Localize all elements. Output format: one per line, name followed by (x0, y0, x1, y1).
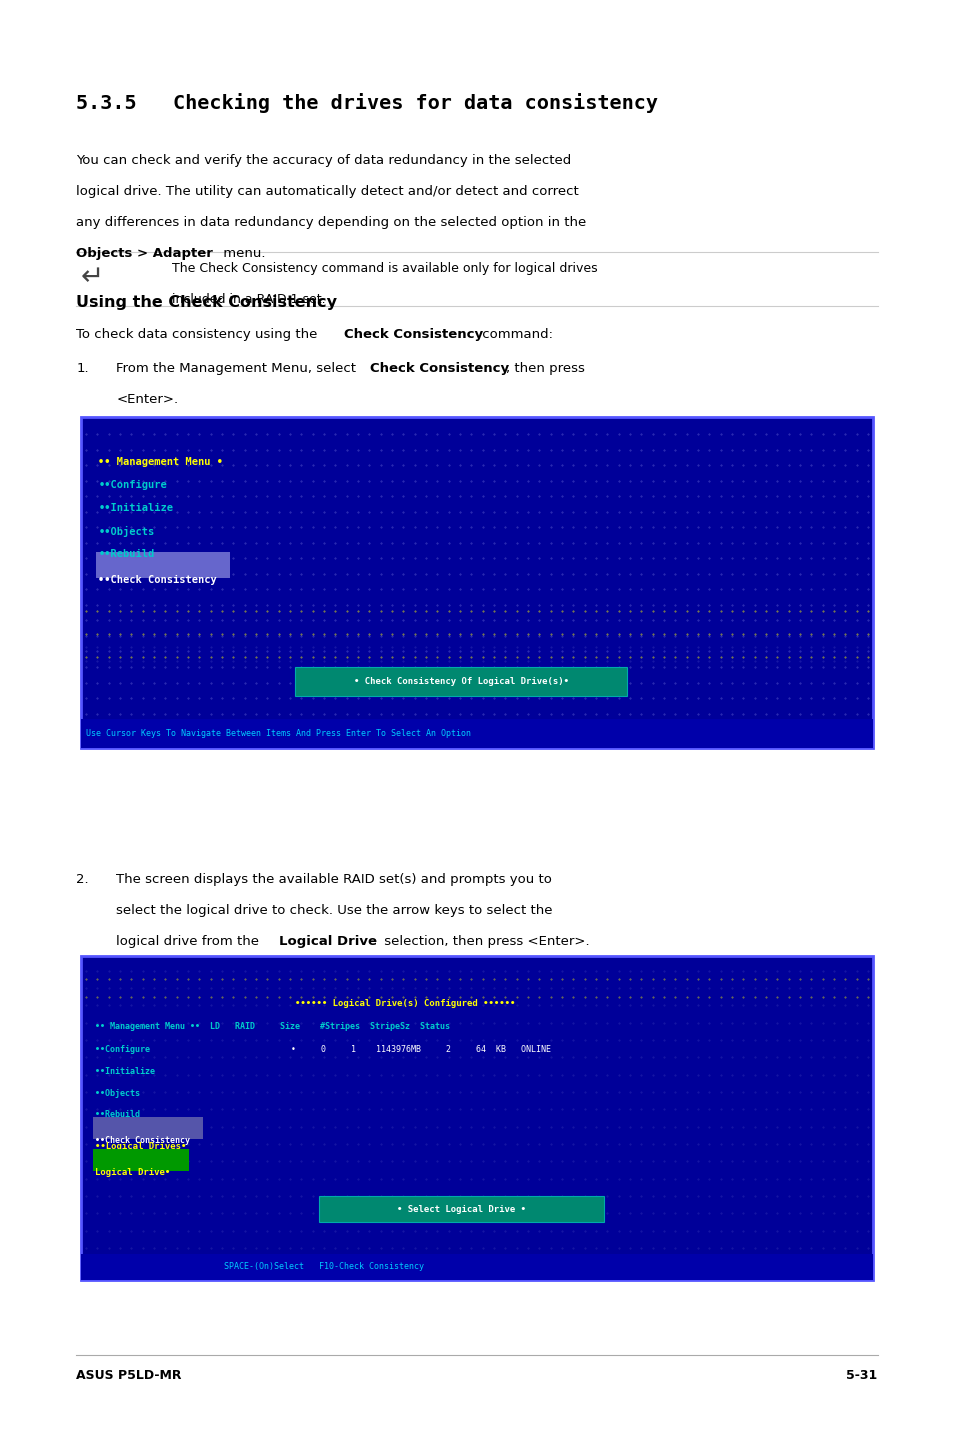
Text: menu.: menu. (219, 246, 266, 260)
Text: Check Consistency: Check Consistency (344, 328, 483, 341)
Text: 2.: 2. (76, 873, 89, 886)
Text: Check Consistency: Check Consistency (370, 362, 509, 375)
FancyBboxPatch shape (81, 719, 872, 748)
Text: command:: command: (477, 328, 553, 341)
Text: •• Management Menu ••  LD   RAID     Size    #Stripes  StripeSz  Status: •• Management Menu •• LD RAID Size #Stri… (95, 1022, 450, 1031)
Text: Logical Drive: Logical Drive (278, 935, 376, 948)
FancyBboxPatch shape (318, 1196, 603, 1222)
Text: select the logical drive to check. Use the arrow keys to select the: select the logical drive to check. Use t… (116, 905, 553, 917)
FancyBboxPatch shape (294, 667, 627, 696)
Text: • Check Consistency Of Logical Drive(s)•: • Check Consistency Of Logical Drive(s)• (354, 677, 568, 686)
Text: You can check and verify the accuracy of data redundancy in the selected: You can check and verify the accuracy of… (76, 154, 571, 167)
Text: ASUS P5LD-MR: ASUS P5LD-MR (76, 1369, 182, 1382)
FancyBboxPatch shape (93, 1149, 189, 1171)
Text: ••Objects: ••Objects (95, 1089, 140, 1097)
Text: , then press: , then press (505, 362, 584, 375)
Text: •••••• Logical Drive(s) Configured ••••••: •••••• Logical Drive(s) Configured •••••… (294, 999, 515, 1008)
Text: •• Management Menu •: •• Management Menu • (98, 457, 223, 467)
Text: ••Rebuild: ••Rebuild (98, 549, 154, 559)
Text: 5.3.5   Checking the drives for data consistency: 5.3.5 Checking the drives for data consi… (76, 93, 658, 114)
Text: Using the Check Consistency: Using the Check Consistency (76, 295, 337, 309)
FancyBboxPatch shape (93, 1117, 203, 1139)
Text: ••Rebuild: ••Rebuild (95, 1110, 140, 1119)
Text: 5-31: 5-31 (845, 1369, 877, 1382)
Text: SPACE-(On)Select   F10-Check Consistency: SPACE-(On)Select F10-Check Consistency (223, 1263, 423, 1271)
Text: From the Management Menu, select: From the Management Menu, select (116, 362, 360, 375)
Text: ••Configure: ••Configure (98, 480, 167, 490)
Text: logical drive. The utility can automatically detect and/or detect and correct: logical drive. The utility can automatic… (76, 184, 578, 198)
Text: ••Initialize: ••Initialize (98, 503, 173, 513)
Text: <Enter>.: <Enter>. (116, 393, 178, 407)
Text: ••Check Consistency: ••Check Consistency (98, 575, 216, 585)
Text: The Check Consistency command is available only for logical drives: The Check Consistency command is availab… (172, 262, 597, 275)
Text: any differences in data redundancy depending on the selected option in the: any differences in data redundancy depen… (76, 216, 586, 229)
Text: Objects > Adapter: Objects > Adapter (76, 246, 213, 260)
Text: • Select Logical Drive •: • Select Logical Drive • (396, 1205, 525, 1214)
FancyBboxPatch shape (81, 1254, 872, 1280)
Text: selection, then press <Enter>.: selection, then press <Enter>. (379, 935, 589, 948)
Text: Use Cursor Keys To Navigate Between Items And Press Enter To Select An Option: Use Cursor Keys To Navigate Between Item… (86, 729, 471, 738)
Text: ••Check Consistency: ••Check Consistency (95, 1136, 191, 1145)
Text: ↵: ↵ (81, 263, 104, 290)
Text: To check data consistency using the: To check data consistency using the (76, 328, 321, 341)
FancyBboxPatch shape (96, 552, 230, 578)
Text: Logical Drive•: Logical Drive• (95, 1168, 171, 1176)
Text: logical drive from the: logical drive from the (116, 935, 263, 948)
Text: ••Initialize: ••Initialize (95, 1067, 155, 1076)
Text: The screen displays the available RAID set(s) and prompts you to: The screen displays the available RAID s… (116, 873, 552, 886)
Text: •     0     1    1143976MB     2     64  KB   ONLINE: • 0 1 1143976MB 2 64 KB ONLINE (291, 1045, 550, 1054)
FancyBboxPatch shape (81, 417, 872, 748)
Text: ••Logical Drives•: ••Logical Drives• (95, 1142, 187, 1150)
Text: 1.: 1. (76, 362, 89, 375)
Text: ••Configure: ••Configure (95, 1045, 151, 1054)
FancyBboxPatch shape (81, 956, 872, 1280)
Text: ••Objects: ••Objects (98, 526, 154, 538)
Text: included in a RAID 1 set.: included in a RAID 1 set. (172, 293, 325, 306)
